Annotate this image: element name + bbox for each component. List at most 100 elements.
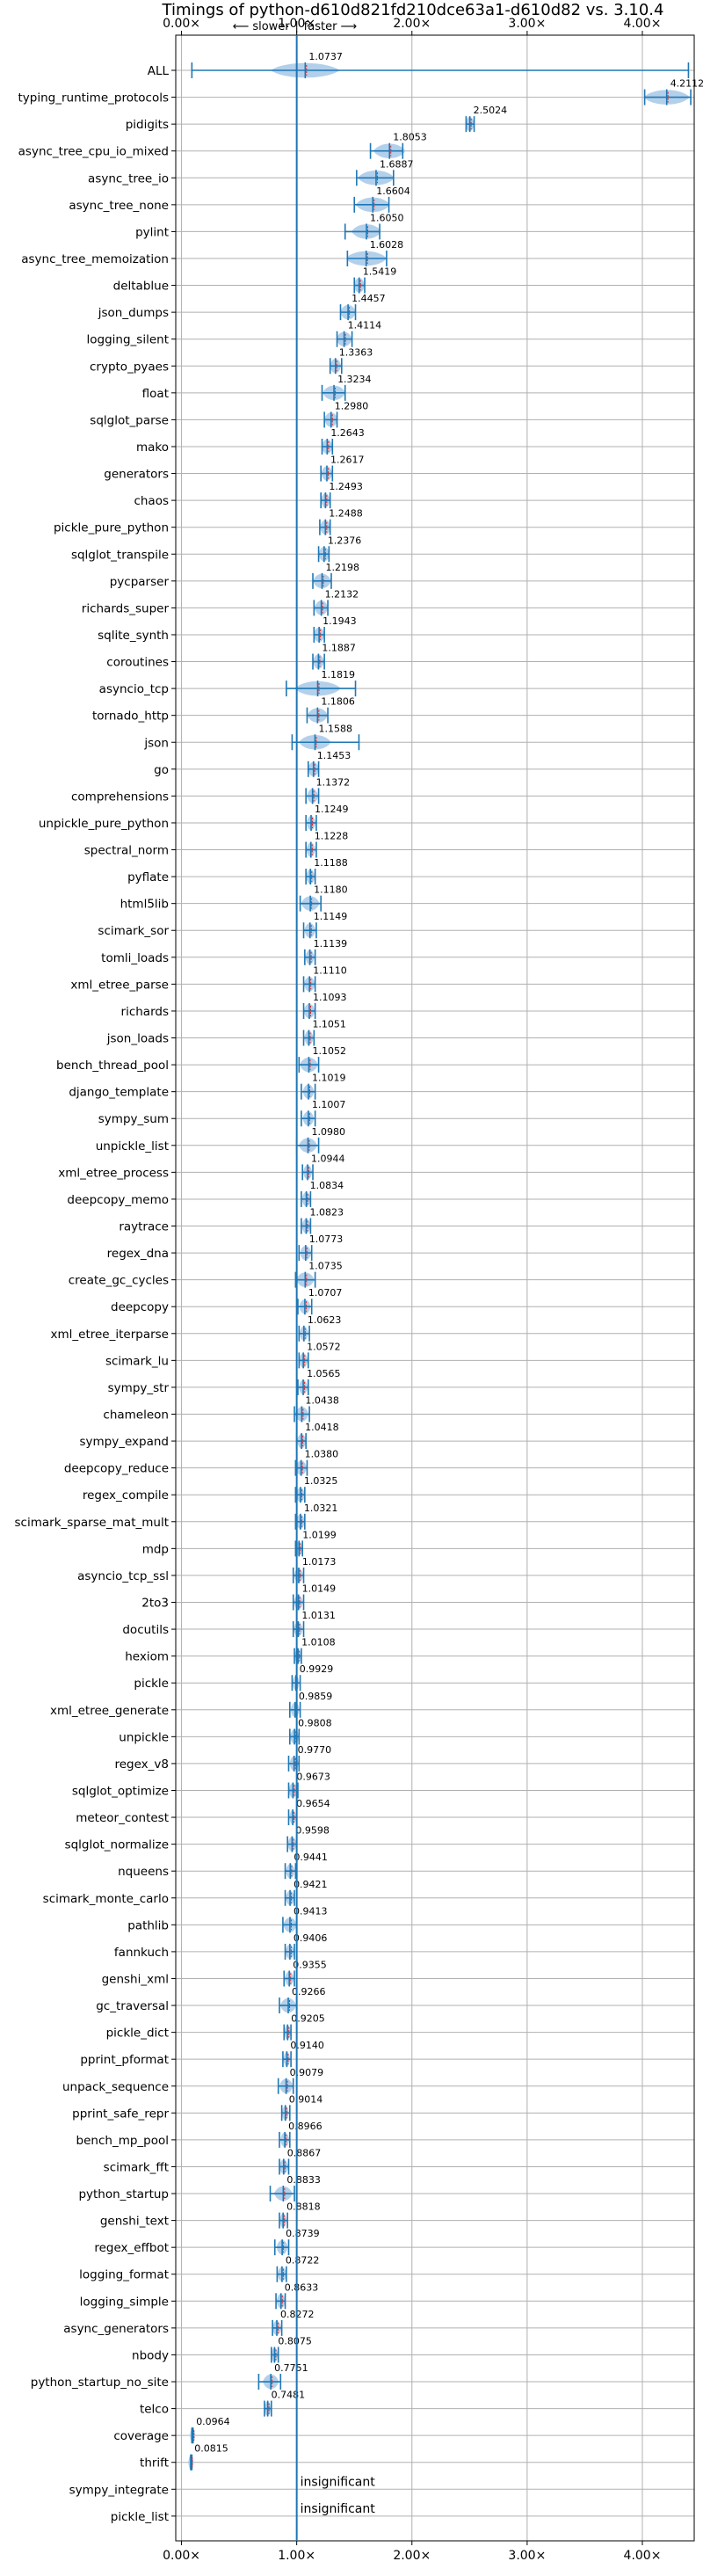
value-label: 1.0380 xyxy=(305,1449,339,1460)
benchmark-label-pickle-list: pickle_list xyxy=(111,2510,169,2524)
benchmark-label-2to3: 2to3 xyxy=(141,1596,169,1610)
benchmark-label-pyflate: pyflate xyxy=(127,870,169,884)
benchmark-label-async-tree-none: async_tree_none xyxy=(69,199,169,213)
benchmark-crypto-pyaes: 1.3363 xyxy=(329,346,373,375)
benchmark-scimark-sparse-mat-mult: 1.0321 xyxy=(294,1503,337,1530)
benchmark-xml-etree-parse: 1.1110 xyxy=(302,964,347,993)
value-label: 0.9140 xyxy=(290,2040,324,2051)
value-label: 1.2643 xyxy=(330,427,365,439)
benchmark-label-coroutines: coroutines xyxy=(106,656,169,670)
value-label: 1.0707 xyxy=(308,1287,343,1299)
benchmark-label-mako: mako xyxy=(136,440,169,455)
benchmark-label-pickle: pickle xyxy=(134,1677,169,1691)
benchmark-label-sqlite-synth: sqlite_synth xyxy=(98,629,169,643)
benchmark-html5lib: 1.1180 xyxy=(299,884,348,912)
value-label: 1.1093 xyxy=(313,992,347,1003)
value-label: 4.2112 xyxy=(670,78,703,90)
benchmark-async-generators: 0.8272 xyxy=(272,2309,315,2336)
chart-title: Timings of python-d610d821fd210dce63a1-d… xyxy=(162,1,664,19)
benchmark-asyncio-tcp-ssl: 1.0173 xyxy=(292,1556,337,1583)
value-label: 1.1051 xyxy=(312,1019,346,1030)
benchmark-label-mdp: mdp xyxy=(142,1542,169,1556)
benchmark-label-logging-silent: logging_silent xyxy=(87,333,169,347)
benchmark-json-dumps: 1.4457 xyxy=(339,293,386,321)
insignificant-label: insignificant xyxy=(301,2502,376,2516)
value-label: 1.0173 xyxy=(302,1556,337,1568)
value-label: 0.9266 xyxy=(292,1986,326,1997)
benchmark-label-meteor-contest: meteor_contest xyxy=(76,1811,169,1825)
value-label: 0.9205 xyxy=(291,2013,325,2025)
benchmark-sqlite-synth: 1.1943 xyxy=(313,615,357,643)
benchmark-bench-mp-pool: 0.8966 xyxy=(279,2121,323,2148)
benchmark-deltablue: 1.5419 xyxy=(353,266,396,294)
benchmark-label-sqlglot-transpile: sqlglot_transpile xyxy=(71,548,169,562)
benchmark-label-genshi-text: genshi_text xyxy=(100,2215,169,2229)
benchmark-label-pickle-dict: pickle_dict xyxy=(106,2027,169,2041)
benchmark-sqlglot-optimize: 0.9673 xyxy=(287,1771,330,1799)
benchmark-label-regex-dna: regex_dna xyxy=(107,1247,169,1261)
benchmark-logging-simple: 0.8633 xyxy=(275,2281,319,2310)
benchmark-scimark-sor: 1.1149 xyxy=(302,911,347,939)
benchmark-regex-effbot: 0.8739 xyxy=(273,2228,320,2256)
top-tick-label: 3.00× xyxy=(508,17,546,31)
value-label: 0.8075 xyxy=(278,2335,312,2347)
benchmark-label-spectral-norm: spectral_norm xyxy=(84,844,169,858)
benchmark-label-bench-mp-pool: bench_mp_pool xyxy=(76,2134,169,2148)
value-label: 1.0108 xyxy=(301,1637,336,1648)
plot-frame xyxy=(175,34,695,2542)
benchmark-label-crypto-pyaes: crypto_pyaes xyxy=(90,360,169,374)
benchmark-label-scimark-fft: scimark_fft xyxy=(104,2160,169,2174)
benchmark-thrift: 0.0815 xyxy=(188,2443,228,2470)
benchmark-label-json: json xyxy=(143,736,169,750)
benchmark-label-deepcopy-memo: deepcopy_memo xyxy=(67,1193,169,1207)
benchmark-sympy-sum: 1.1007 xyxy=(301,1099,345,1127)
value-label: 1.0823 xyxy=(309,1207,344,1219)
value-label: 1.1453 xyxy=(317,750,352,761)
value-label: 0.7751 xyxy=(274,2362,308,2374)
benchmark-async-tree-io: 1.6887 xyxy=(356,158,413,186)
value-label: 0.8818 xyxy=(286,2201,321,2213)
benchmark-deepcopy-reduce: 1.0380 xyxy=(294,1449,339,1476)
benchmark-label-gc-traversal: gc_traversal xyxy=(96,1999,169,2013)
benchmark-unpickle: 0.9808 xyxy=(288,1717,332,1745)
benchmark-chameleon: 1.0438 xyxy=(294,1395,339,1423)
value-label: 0.8633 xyxy=(285,2281,319,2293)
value-label: 1.1806 xyxy=(321,696,355,708)
benchmark-label-hexiom: hexiom xyxy=(125,1650,169,1664)
benchmark-label-richards: richards xyxy=(121,1005,169,1019)
bottom-x-axis: 0.00× 1.00× 2.00× 3.00× 4.00× xyxy=(163,2541,661,2563)
benchmark-hexiom: 1.0108 xyxy=(294,1637,336,1664)
benchmark-richards-super: 1.2132 xyxy=(313,588,359,616)
benchmark-label-nqueens: nqueens xyxy=(118,1865,169,1879)
benchmark-label-telco: telco xyxy=(140,2403,169,2417)
value-label: 1.0980 xyxy=(312,1126,346,1138)
value-label: 1.1372 xyxy=(316,776,351,788)
benchmark-logging-silent: 1.4114 xyxy=(336,320,381,347)
benchmark-mako: 1.2643 xyxy=(321,427,365,455)
benchmark-generators: 1.2617 xyxy=(320,455,364,482)
benchmark-label-python-startup-no-site: python_startup_no_site xyxy=(31,2376,169,2390)
benchmark-typing-runtime-protocols: 4.2112 xyxy=(643,78,703,106)
plot-border xyxy=(175,34,695,2542)
benchmark-asyncio-tcp: 1.1819 xyxy=(286,669,357,697)
value-label: 0.9673 xyxy=(296,1771,330,1782)
benchmark-label-async-generators: async_generators xyxy=(63,2322,169,2336)
benchmark-regex-compile: 1.0325 xyxy=(294,1475,337,1503)
benchmark-label-fannkuch: fannkuch xyxy=(114,1946,169,1960)
benchmark-pprint-safe-repr: 0.9014 xyxy=(280,2093,323,2121)
value-label: 1.1228 xyxy=(315,831,349,842)
benchmark-unpickle-pure-python: 1.1249 xyxy=(305,804,349,831)
benchmark-label-deltablue: deltablue xyxy=(113,280,169,294)
slower-label: ⟵ slower xyxy=(233,20,291,33)
benchmark-marks: 1.0737 4.2112 2.5024 1.8053 1.6887 1.6604 1.60… xyxy=(188,51,703,2516)
benchmark-label-chaos: chaos xyxy=(134,494,169,508)
benchmark-label-sympy-integrate: sympy_integrate xyxy=(69,2483,169,2497)
value-label: 1.1943 xyxy=(323,615,357,627)
value-label: 1.0834 xyxy=(310,1180,344,1191)
value-label: 1.0438 xyxy=(305,1395,339,1407)
benchmark-sqlglot-transpile: 1.2376 xyxy=(317,535,361,563)
benchmark-label-pickle-pure-python: pickle_pure_python xyxy=(54,521,169,535)
benchmark-label-django-template: django_template xyxy=(69,1086,169,1100)
value-label: 1.1887 xyxy=(322,643,356,654)
